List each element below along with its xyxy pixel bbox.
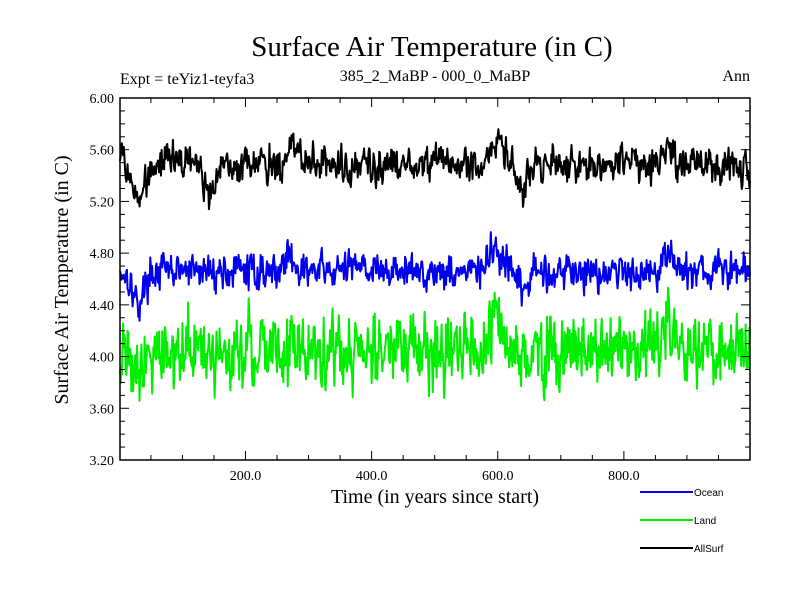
series-line-ocean <box>119 231 751 322</box>
y-tick-label: 6.00 <box>90 92 115 107</box>
series-line-allsurf <box>119 128 751 211</box>
y-tick-label: 3.20 <box>90 454 115 469</box>
x-tick-label: 400.0 <box>356 469 388 484</box>
x-tick-label: 600.0 <box>482 469 514 484</box>
y-tick-label: 4.40 <box>90 299 115 314</box>
season-label: Ann <box>722 68 750 85</box>
legend-label-land: Land <box>694 516 716 527</box>
chart-title: Surface Air Temperature (in C) <box>251 31 612 63</box>
y-axis-label: Surface Air Temperature (in C) <box>51 155 73 404</box>
y-tick-label: 5.60 <box>90 144 115 159</box>
experiment-label: Expt = teYiz1-teyfa3 <box>120 71 254 88</box>
plot-lines <box>119 128 751 402</box>
x-tick-label: 200.0 <box>230 469 262 484</box>
legend-label-ocean: Ocean <box>694 488 723 499</box>
y-tick-label: 4.00 <box>90 351 115 366</box>
legend: Ocean Land AllSurf <box>640 488 724 555</box>
axes: 200.0 400.0 600.0 800.0 3.20 3.60 4.00 4.40 4.80… <box>90 92 751 484</box>
legend-label-allsurf: AllSurf <box>694 544 724 555</box>
period-label: 385_2_MaBP - 000_0_MaBP <box>340 68 531 85</box>
series-line-land <box>119 286 751 402</box>
y-tick-label: 5.20 <box>90 195 115 210</box>
x-tick-label: 800.0 <box>608 469 640 484</box>
y-tick-label: 3.60 <box>90 402 115 417</box>
x-axis-label: Time (in years since start) <box>331 486 539 508</box>
y-tick-label: 4.80 <box>90 247 115 262</box>
